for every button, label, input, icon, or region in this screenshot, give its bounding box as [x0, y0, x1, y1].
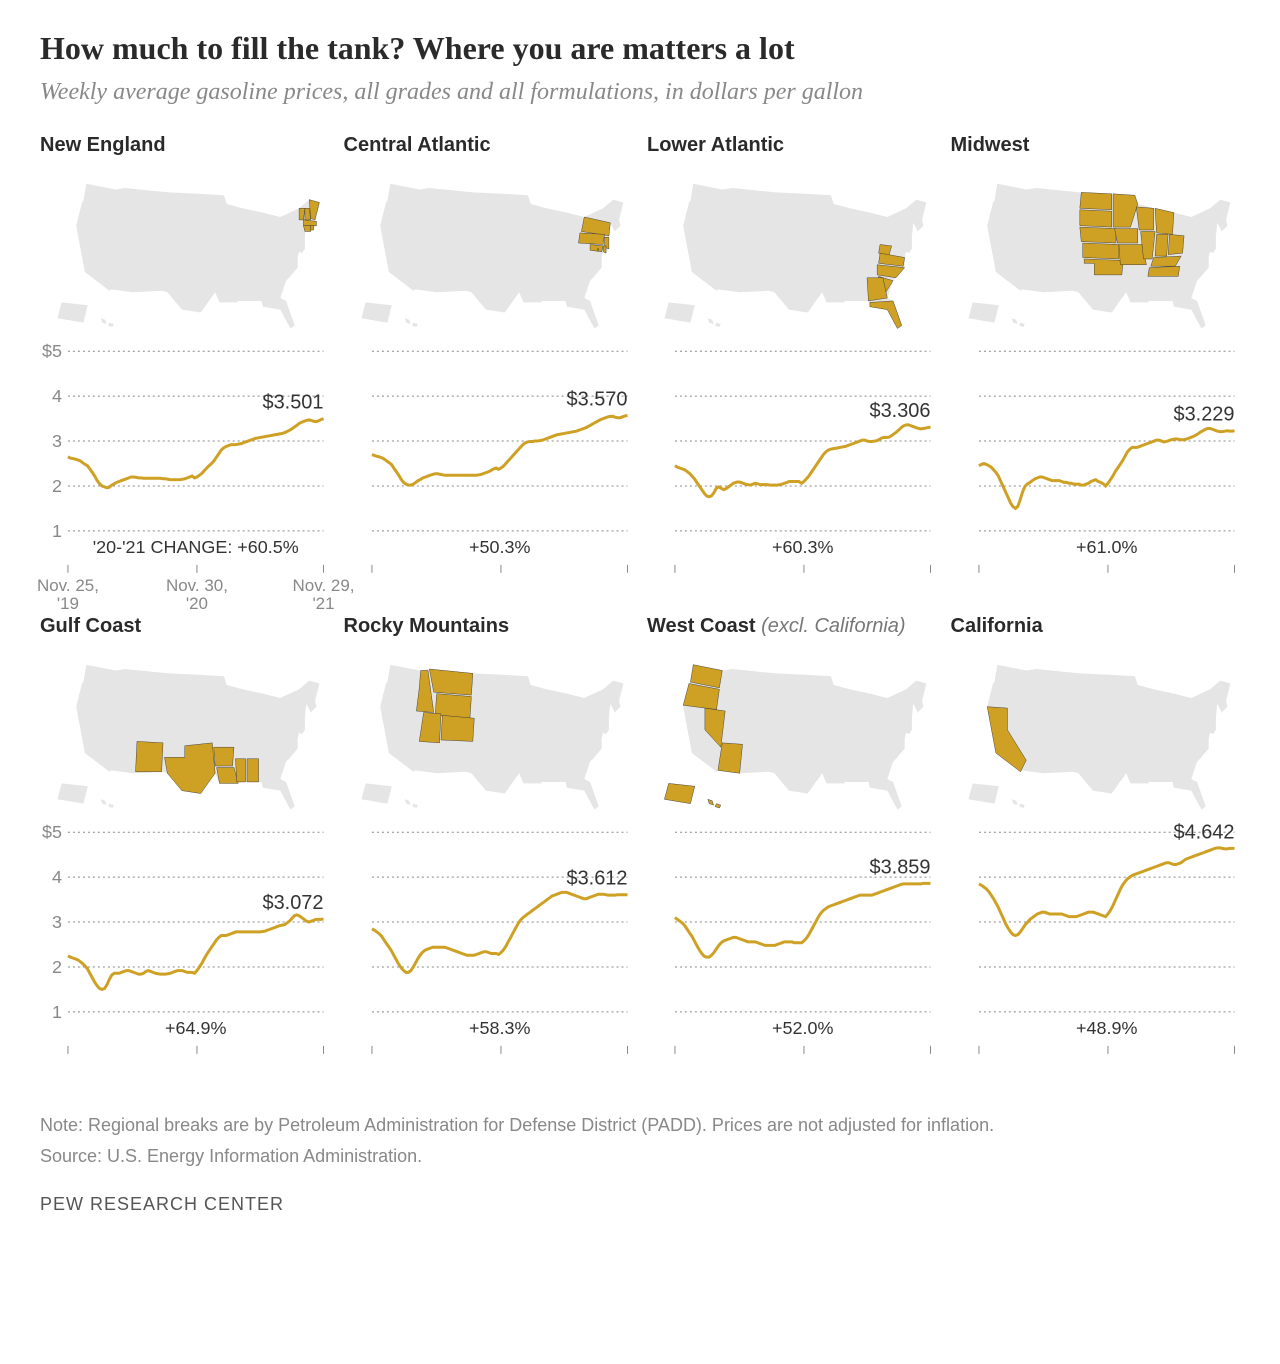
svg-text:'20: '20 [186, 594, 208, 613]
svg-text:1: 1 [52, 1002, 62, 1022]
price-line-chart: $3.229 +61.0% [951, 341, 1241, 601]
price-line-chart: $4.642 +48.9% [951, 822, 1241, 1082]
region-map [344, 161, 634, 341]
panel-title: Rocky Mountains [344, 615, 634, 638]
note-padd: Note: Regional breaks are by Petroleum A… [40, 1112, 1240, 1139]
panel-title: Lower Atlantic [647, 134, 937, 157]
region-map [344, 642, 634, 822]
panel-title: Central Atlantic [344, 134, 634, 157]
svg-text:+50.3%: +50.3% [469, 537, 530, 557]
panel-title: Midwest [951, 134, 1241, 157]
panel-lower-atlantic: Lower Atlantic $3.306 +60.3% [647, 134, 937, 601]
price-line-chart: $3.859 +52.0% [647, 822, 937, 1082]
panel-california: California $4.642 +48.9% [951, 615, 1241, 1082]
panel-midwest: Midwest $3.229 +61.0% [951, 134, 1241, 601]
svg-text:$3.501: $3.501 [262, 392, 323, 414]
svg-text:$3.229: $3.229 [1173, 404, 1234, 426]
panel-gulf-coast: Gulf Coast 1 2 3 4 $5 $3.072 +64.9% [40, 615, 330, 1082]
panel-central-atlantic: Central Atlantic $3.570 +50.3% [344, 134, 634, 601]
region-map [40, 642, 330, 822]
svg-text:+58.3%: +58.3% [469, 1018, 530, 1038]
svg-text:$5: $5 [42, 822, 62, 842]
svg-text:$5: $5 [42, 341, 62, 361]
svg-text:+64.9%: +64.9% [165, 1018, 226, 1038]
panel-new-england: New England 1 2 3 4 $5 $3.501 '20-'21 CHANGE: +… [40, 134, 330, 601]
svg-text:+48.9%: +48.9% [1076, 1018, 1137, 1038]
svg-text:'20-'21 CHANGE: +60.5%: '20-'21 CHANGE: +60.5% [93, 537, 299, 557]
svg-text:4: 4 [52, 386, 62, 406]
note-source: Source: U.S. Energy Information Administ… [40, 1143, 1240, 1170]
price-line-chart: $3.306 +60.3% [647, 341, 937, 601]
svg-text:$3.859: $3.859 [869, 856, 930, 878]
svg-text:$3.072: $3.072 [262, 892, 323, 914]
svg-text:2: 2 [52, 476, 62, 496]
svg-text:Nov. 30,: Nov. 30, [166, 576, 228, 595]
price-line-chart: 1 2 3 4 $5 $3.072 +64.9% [40, 822, 330, 1082]
svg-text:+61.0%: +61.0% [1076, 537, 1137, 557]
region-map [951, 161, 1241, 341]
panel-rocky-mountains: Rocky Mountains $3.612 +58.3% [344, 615, 634, 1082]
svg-text:+52.0%: +52.0% [772, 1018, 833, 1038]
region-map [951, 642, 1241, 822]
region-map [40, 161, 330, 341]
region-map [647, 161, 937, 341]
svg-text:$3.306: $3.306 [869, 400, 930, 422]
price-line-chart: $3.570 +50.3% [344, 341, 634, 601]
price-line-chart: 1 2 3 4 $5 $3.501 '20-'21 CHANGE: +60.5% Nov. 2… [40, 341, 330, 601]
panel-grid: New England 1 2 3 4 $5 $3.501 '20-'21 CHANGE: +… [40, 134, 1240, 1082]
region-map [647, 642, 937, 822]
svg-text:3: 3 [52, 912, 62, 932]
footer-attribution: PEW RESEARCH CENTER [40, 1194, 1240, 1215]
svg-text:$3.570: $3.570 [566, 388, 627, 410]
svg-text:3: 3 [52, 431, 62, 451]
svg-text:'19: '19 [57, 594, 79, 613]
panel-title: California [951, 615, 1241, 638]
svg-text:$3.612: $3.612 [566, 868, 627, 890]
price-line-chart: $3.612 +58.3% [344, 822, 634, 1082]
svg-text:Nov. 25,: Nov. 25, [37, 576, 99, 595]
chart-title: How much to fill the tank? Where you are… [40, 30, 1240, 67]
svg-text:'21: '21 [312, 594, 334, 613]
svg-text:$4.642: $4.642 [1173, 821, 1234, 843]
panel-west-coast: West Coast (excl. California) $3.859 +52.0… [647, 615, 937, 1082]
svg-text:+60.3%: +60.3% [772, 537, 833, 557]
chart-subtitle: Weekly average gasoline prices, all grad… [40, 79, 1240, 106]
svg-text:4: 4 [52, 867, 62, 887]
svg-text:1: 1 [52, 521, 62, 541]
panel-title: New England [40, 134, 330, 157]
panel-title: West Coast (excl. California) [647, 615, 937, 638]
panel-title: Gulf Coast [40, 615, 330, 638]
svg-text:2: 2 [52, 957, 62, 977]
